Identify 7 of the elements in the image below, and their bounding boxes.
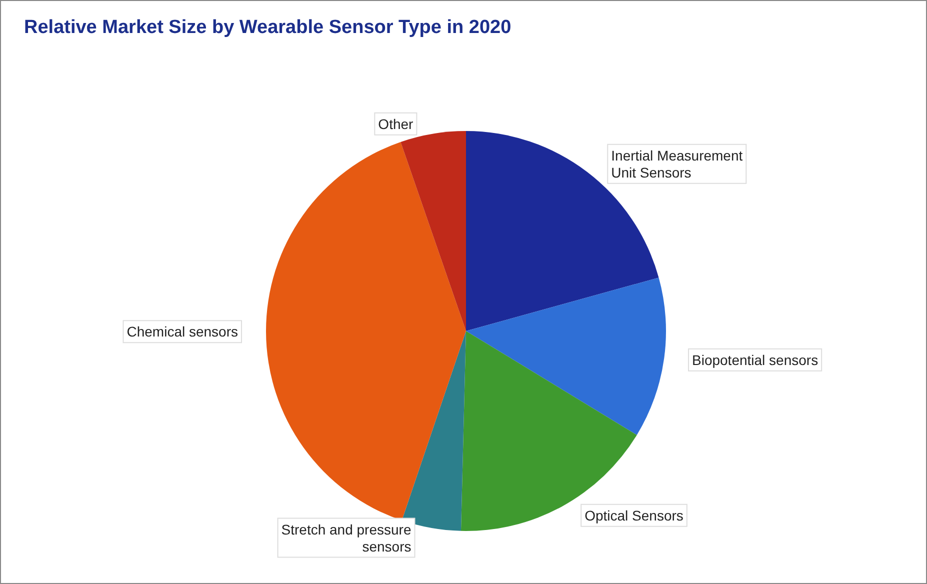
chart-title: Relative Market Size by Wearable Sensor Type in 2020 (24, 17, 512, 38)
slice-label: Optical Sensors (584, 507, 684, 524)
slice-label: Stretch and pressure sensors (281, 521, 412, 554)
slice-label: Biopotential sensors (692, 352, 818, 368)
slice-label: Inertial Measurement Unit Sensors (611, 147, 743, 180)
slice-label: Other (378, 116, 414, 132)
slice-label: Chemical sensors (126, 324, 238, 340)
